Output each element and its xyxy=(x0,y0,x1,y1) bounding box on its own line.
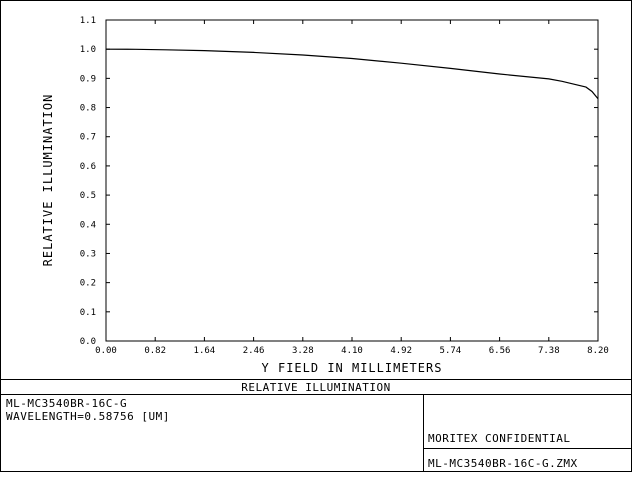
x-tick-label: 8.20 xyxy=(587,346,609,356)
y-tick-label: 0.8 xyxy=(80,104,96,114)
y-tick-label: 1.1 xyxy=(80,16,96,26)
y-axis: 0.0 0.1 0.2 0.3 0.4 0.5 0.6 0.7 0.8 0.9 1.0 1.1 xyxy=(80,16,598,347)
x-tick-label: 7.38 xyxy=(538,346,560,356)
filename-label: ML-MC3540BR-16C-G.ZMX xyxy=(428,457,578,470)
y-tick-label: 1.0 xyxy=(80,45,96,55)
x-axis: 0.00 0.82 1.64 2.46 3.28 4.10 4.92 5.74 6.56 7.38… xyxy=(95,20,609,356)
x-tick-label: 4.92 xyxy=(390,346,412,356)
plot-area xyxy=(105,19,599,342)
y-tick-label: 0.6 xyxy=(80,162,96,172)
y-axis-label: RELATIVE ILLUMINATION xyxy=(41,94,55,267)
y-tick-label: 0.5 xyxy=(80,191,96,201)
y-tick-label: 0.0 xyxy=(80,337,96,347)
x-tick-label: 1.64 xyxy=(194,346,216,356)
x-tick-label: 0.00 xyxy=(95,346,117,356)
footer-title: RELATIVE ILLUMINATION xyxy=(241,381,391,394)
y-tick-label: 0.7 xyxy=(80,133,96,143)
y-tick-label: 0.9 xyxy=(80,74,96,84)
x-tick-label: 4.10 xyxy=(341,346,363,356)
series-group xyxy=(105,48,599,100)
y-tick-label: 0.2 xyxy=(80,279,96,289)
x-axis-label: Y FIELD IN MILLIMETERS xyxy=(262,361,443,375)
confidential-label: MORITEX CONFIDENTIAL xyxy=(428,432,570,445)
x-tick-label: 3.28 xyxy=(292,346,314,356)
y-tick-label: 0.1 xyxy=(80,308,96,318)
x-tick-label: 2.46 xyxy=(243,346,265,356)
series-line xyxy=(105,48,599,100)
wavelength-text: WAVELENGTH=0.58756 [UM] xyxy=(6,410,170,423)
y-tick-label: 0.4 xyxy=(80,220,96,230)
x-tick-label: 5.74 xyxy=(440,346,462,356)
lens-name: ML-MC3540BR-16C-G xyxy=(6,397,127,410)
y-tick-label: 0.3 xyxy=(80,249,96,259)
x-tick-label: 6.56 xyxy=(489,346,511,356)
x-tick-label: 0.82 xyxy=(144,346,166,356)
